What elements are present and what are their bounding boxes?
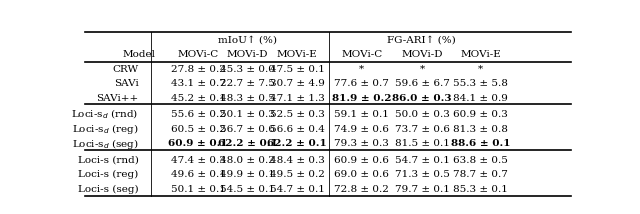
Text: *: *: [478, 65, 483, 74]
Text: CRW: CRW: [113, 65, 138, 74]
Text: 48.3 ± 0.5: 48.3 ± 0.5: [220, 94, 275, 103]
Text: 62.2 ± 0.1: 62.2 ± 0.1: [268, 139, 327, 148]
Text: 60.9 ± 0.3: 60.9 ± 0.3: [453, 110, 508, 119]
Text: 55.6 ± 0.2: 55.6 ± 0.2: [171, 110, 225, 119]
Text: SAVi: SAVi: [114, 79, 138, 88]
Text: 63.8 ± 0.5: 63.8 ± 0.5: [453, 156, 508, 165]
Text: Loci-s (seg): Loci-s (seg): [78, 185, 138, 194]
Text: 71.3 ± 0.5: 71.3 ± 0.5: [395, 170, 450, 179]
Text: 50.0 ± 0.3: 50.0 ± 0.3: [395, 110, 450, 119]
Text: MOVi-C: MOVi-C: [341, 50, 382, 59]
Text: MOVi-D: MOVi-D: [227, 50, 268, 59]
Text: 50.1 ± 0.1: 50.1 ± 0.1: [171, 185, 225, 194]
Text: 45.2 ± 0.1: 45.2 ± 0.1: [171, 94, 225, 103]
Text: Loci-s (rnd): Loci-s (rnd): [77, 156, 138, 165]
Text: 59.6 ± 6.7: 59.6 ± 6.7: [395, 79, 450, 88]
Text: 62.2 ± 0.1: 62.2 ± 0.1: [218, 139, 278, 148]
Text: 48.4 ± 0.3: 48.4 ± 0.3: [270, 156, 324, 165]
Text: 49.9 ± 0.1: 49.9 ± 0.1: [220, 170, 275, 179]
Text: 60.9 ± 0.1: 60.9 ± 0.1: [168, 139, 228, 148]
Text: *: *: [359, 65, 364, 74]
Text: 77.6 ± 0.7: 77.6 ± 0.7: [334, 79, 389, 88]
Text: MOVi-D: MOVi-D: [401, 50, 443, 59]
Text: 81.3 ± 0.8: 81.3 ± 0.8: [453, 125, 508, 134]
Text: 56.7 ± 0.6: 56.7 ± 0.6: [220, 125, 275, 134]
Text: 88.6 ± 0.1: 88.6 ± 0.1: [451, 139, 511, 148]
Text: Loci-s$_d$ (rnd): Loci-s$_d$ (rnd): [72, 108, 138, 122]
Text: 59.1 ± 0.1: 59.1 ± 0.1: [334, 110, 389, 119]
Text: 69.0 ± 0.6: 69.0 ± 0.6: [334, 170, 389, 179]
Text: 47.4 ± 0.3: 47.4 ± 0.3: [171, 156, 225, 165]
Text: 47.1 ± 1.3: 47.1 ± 1.3: [270, 94, 324, 103]
Text: Model: Model: [122, 50, 155, 59]
Text: 78.7 ± 0.7: 78.7 ± 0.7: [453, 170, 508, 179]
Text: 54.5 ± 0.1: 54.5 ± 0.1: [220, 185, 275, 194]
Text: Loci-s (reg): Loci-s (reg): [78, 170, 138, 179]
Text: 49.6 ± 0.1: 49.6 ± 0.1: [171, 170, 225, 179]
Text: MOVi-E: MOVi-E: [277, 50, 317, 59]
Text: 48.0 ± 0.2: 48.0 ± 0.2: [220, 156, 275, 165]
Text: SAVi++: SAVi++: [96, 94, 138, 103]
Text: 27.8 ± 0.2: 27.8 ± 0.2: [171, 65, 225, 74]
Text: *: *: [420, 65, 425, 74]
Text: 79.7 ± 0.1: 79.7 ± 0.1: [395, 185, 450, 194]
Text: 85.3 ± 0.1: 85.3 ± 0.1: [453, 185, 508, 194]
Text: 50.1 ± 0.3: 50.1 ± 0.3: [220, 110, 275, 119]
Text: 30.7 ± 4.9: 30.7 ± 4.9: [270, 79, 324, 88]
Text: 56.6 ± 0.4: 56.6 ± 0.4: [270, 125, 324, 134]
Text: 49.5 ± 0.2: 49.5 ± 0.2: [270, 170, 324, 179]
Text: 54.7 ± 0.1: 54.7 ± 0.1: [395, 156, 450, 165]
Text: MOVi-C: MOVi-C: [177, 50, 219, 59]
Text: 52.5 ± 0.3: 52.5 ± 0.3: [270, 110, 324, 119]
Text: 84.1 ± 0.9: 84.1 ± 0.9: [453, 94, 508, 103]
Text: 60.5 ± 0.2: 60.5 ± 0.2: [171, 125, 225, 134]
Text: 45.3 ± 0.0: 45.3 ± 0.0: [220, 65, 275, 74]
Text: 81.9 ± 0.2: 81.9 ± 0.2: [332, 94, 392, 103]
Text: 60.9 ± 0.6: 60.9 ± 0.6: [334, 156, 389, 165]
Text: MOVi-E: MOVi-E: [460, 50, 501, 59]
Text: 79.3 ± 0.3: 79.3 ± 0.3: [334, 139, 389, 148]
Text: 81.5 ± 0.1: 81.5 ± 0.1: [395, 139, 450, 148]
Text: 55.3 ± 5.8: 55.3 ± 5.8: [453, 79, 508, 88]
Text: 47.5 ± 0.1: 47.5 ± 0.1: [270, 65, 324, 74]
Text: mIoU↑ (%): mIoU↑ (%): [218, 35, 277, 44]
Text: Loci-s$_d$ (reg): Loci-s$_d$ (reg): [72, 122, 138, 136]
Text: 22.7 ± 7.5: 22.7 ± 7.5: [220, 79, 275, 88]
Text: Loci-s$_d$ (seg): Loci-s$_d$ (seg): [72, 137, 138, 151]
Text: 73.7 ± 0.6: 73.7 ± 0.6: [395, 125, 450, 134]
Text: FG-ARI↑ (%): FG-ARI↑ (%): [387, 35, 456, 44]
Text: 86.0 ± 0.3: 86.0 ± 0.3: [392, 94, 452, 103]
Text: 74.9 ± 0.6: 74.9 ± 0.6: [334, 125, 389, 134]
Text: 43.1 ± 0.7: 43.1 ± 0.7: [171, 79, 225, 88]
Text: 72.8 ± 0.2: 72.8 ± 0.2: [334, 185, 389, 194]
Text: 54.7 ± 0.1: 54.7 ± 0.1: [270, 185, 324, 194]
